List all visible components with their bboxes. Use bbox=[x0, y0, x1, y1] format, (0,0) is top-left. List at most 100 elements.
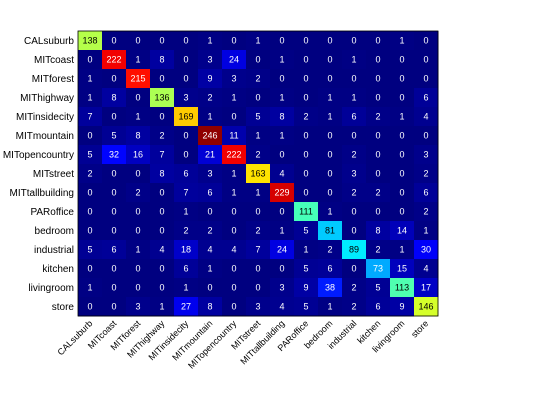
column-tick-label: CALsuburb bbox=[56, 318, 95, 357]
heatmap-cell-value: 0 bbox=[183, 74, 188, 84]
heatmap-cell-value: 3 bbox=[135, 302, 140, 312]
heatmap-cell-value: 0 bbox=[87, 226, 92, 236]
heatmap-cell-value: 6 bbox=[207, 188, 212, 198]
heatmap-cell-value: 0 bbox=[399, 207, 404, 217]
heatmap-cell-value: 1 bbox=[87, 283, 92, 293]
heatmap-cell-value: 0 bbox=[255, 93, 260, 103]
heatmap-cell-value: 0 bbox=[303, 93, 308, 103]
heatmap-cell-value: 0 bbox=[351, 264, 356, 274]
heatmap-cell-value: 0 bbox=[87, 302, 92, 312]
heatmap-cell-value: 0 bbox=[423, 74, 428, 84]
heatmap-cell-value: 0 bbox=[303, 188, 308, 198]
heatmap-cell-value: 1 bbox=[279, 55, 284, 65]
heatmap-cell-value: 5 bbox=[87, 245, 92, 255]
row-tick-label: MITopencountry bbox=[3, 150, 74, 161]
heatmap-cell-value: 0 bbox=[399, 55, 404, 65]
heatmap-cell-value: 4 bbox=[423, 112, 428, 122]
heatmap-cell-value: 3 bbox=[423, 150, 428, 160]
heatmap-cell-value: 0 bbox=[87, 264, 92, 274]
heatmap-cell-value: 0 bbox=[111, 112, 116, 122]
heatmap-cell-value: 5 bbox=[303, 302, 308, 312]
row-tick-label: livingroom bbox=[28, 283, 74, 294]
heatmap-cell-value: 21 bbox=[205, 150, 215, 160]
heatmap-cell-value: 0 bbox=[303, 55, 308, 65]
heatmap-cell-value: 0 bbox=[351, 131, 356, 141]
heatmap-cell-value: 0 bbox=[303, 169, 308, 179]
heatmap-cell-value: 2 bbox=[207, 93, 212, 103]
heatmap-cell-value: 1 bbox=[279, 93, 284, 103]
heatmap-cell-value: 163 bbox=[250, 169, 265, 179]
heatmap-cell-value: 7 bbox=[159, 150, 164, 160]
heatmap-cell-value: 2 bbox=[423, 169, 428, 179]
heatmap-cell-value: 1 bbox=[327, 93, 332, 103]
heatmap-cell-value: 0 bbox=[111, 36, 116, 46]
row-tick-label: MITtallbuilding bbox=[10, 188, 74, 199]
heatmap-cell-value: 14 bbox=[397, 226, 407, 236]
heatmap-cell-value: 1 bbox=[183, 207, 188, 217]
heatmap-cell-value: 0 bbox=[159, 207, 164, 217]
heatmap-cell-value: 0 bbox=[87, 188, 92, 198]
heatmap-cell-value: 1 bbox=[207, 264, 212, 274]
heatmap-cell-value: 0 bbox=[207, 207, 212, 217]
heatmap-cell-value: 0 bbox=[255, 264, 260, 274]
heatmap-cell-value: 0 bbox=[231, 36, 236, 46]
heatmap-cell-value: 3 bbox=[231, 74, 236, 84]
heatmap-cell-value: 1 bbox=[231, 169, 236, 179]
heatmap-cell-value: 0 bbox=[159, 283, 164, 293]
row-tick-label: kitchen bbox=[42, 264, 74, 275]
heatmap-cell-value: 0 bbox=[423, 36, 428, 46]
heatmap-cell-value: 0 bbox=[183, 55, 188, 65]
column-tick-labels: CALsuburbMITcoastMITforestMIThighwayMITi… bbox=[56, 318, 431, 371]
heatmap-cell-value: 0 bbox=[327, 74, 332, 84]
heatmap-cell-value: 5 bbox=[87, 150, 92, 160]
row-tick-label: MITstreet bbox=[33, 169, 74, 180]
heatmap-cell-value: 1 bbox=[255, 188, 260, 198]
heatmap-cell-value: 6 bbox=[327, 264, 332, 274]
heatmap-cell-value: 0 bbox=[87, 207, 92, 217]
heatmap-cell-value: 1 bbox=[423, 226, 428, 236]
heatmap-cell-value: 0 bbox=[351, 36, 356, 46]
heatmap-cell-value: 0 bbox=[87, 131, 92, 141]
heatmap-cell-value: 24 bbox=[277, 245, 287, 255]
heatmap-cell-value: 215 bbox=[130, 74, 145, 84]
heatmap-cell-value: 0 bbox=[375, 55, 380, 65]
heatmap-cell-value: 5 bbox=[303, 226, 308, 236]
heatmap-cell-value: 0 bbox=[231, 264, 236, 274]
heatmap-cell-value: 89 bbox=[349, 245, 359, 255]
heatmap-cell-value: 0 bbox=[327, 150, 332, 160]
heatmap-cell-value: 0 bbox=[207, 283, 212, 293]
heatmap-cell-value: 0 bbox=[279, 207, 284, 217]
heatmap-cell-value: 0 bbox=[303, 131, 308, 141]
heatmap-cell-value: 0 bbox=[159, 188, 164, 198]
heatmap-cell-value: 4 bbox=[423, 264, 428, 274]
row-tick-label: MITinsidecity bbox=[16, 112, 74, 123]
heatmap-cell-value: 0 bbox=[135, 93, 140, 103]
heatmap-cell-value: 0 bbox=[375, 207, 380, 217]
heatmap-cell-value: 2 bbox=[255, 150, 260, 160]
heatmap-cell-value: 0 bbox=[111, 283, 116, 293]
row-tick-labels: CALsuburbMITcoastMITforestMIThighwayMITi… bbox=[3, 36, 75, 313]
row-tick-label: CALsuburb bbox=[24, 36, 74, 47]
heatmap-cell-value: 1 bbox=[399, 245, 404, 255]
heatmap-cell-value: 2 bbox=[183, 226, 188, 236]
heatmap-cell-value: 1 bbox=[87, 93, 92, 103]
heatmap-cell-value: 0 bbox=[135, 36, 140, 46]
heatmap-cell-value: 0 bbox=[111, 226, 116, 236]
row-tick-label: MITcoast bbox=[34, 55, 74, 66]
heatmap-cell-value: 3 bbox=[279, 283, 284, 293]
heatmap-cell-value: 1 bbox=[87, 74, 92, 84]
heatmap-cell-value: 1 bbox=[135, 112, 140, 122]
row-tick-label: MIThighway bbox=[20, 93, 74, 104]
heatmap-cell-value: 1 bbox=[279, 131, 284, 141]
heatmap-cell-value: 0 bbox=[111, 264, 116, 274]
heatmap-cell-value: 17 bbox=[421, 283, 431, 293]
heatmap-cell-value: 1 bbox=[135, 55, 140, 65]
heatmap-cell-value: 2 bbox=[375, 188, 380, 198]
row-tick-label: bedroom bbox=[35, 226, 74, 237]
heatmap-cell-value: 2 bbox=[351, 188, 356, 198]
heatmap-cell-value: 0 bbox=[375, 74, 380, 84]
heatmap-cell-value: 4 bbox=[159, 245, 164, 255]
heatmap-cell-value: 0 bbox=[183, 150, 188, 160]
heatmap-cell-value: 4 bbox=[231, 245, 236, 255]
heatmap-cell-value: 6 bbox=[183, 264, 188, 274]
